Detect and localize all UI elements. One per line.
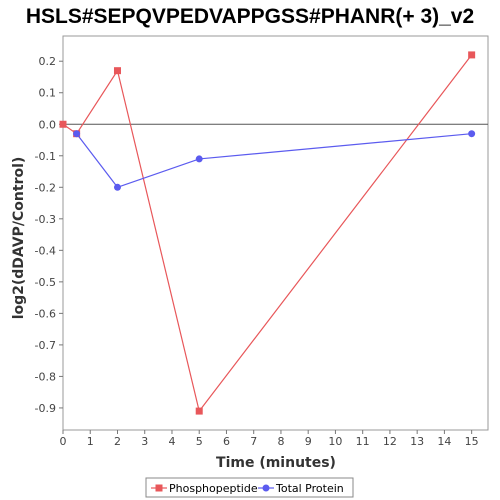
x-tick-label: 8 [277, 435, 284, 448]
data-point [113, 67, 121, 75]
data-point [195, 155, 203, 163]
x-tick-label: 7 [250, 435, 257, 448]
plot-area [62, 35, 489, 431]
legend-item: Total Protein [258, 482, 344, 495]
y-axis-label: log2(dDAVP/Control) [11, 157, 27, 320]
y-tick-label: -0.1 [35, 150, 56, 163]
data-point [468, 130, 476, 138]
x-tick-label: 5 [196, 435, 203, 448]
legend: Phosphopeptide Total Protein [145, 477, 354, 498]
y-tick-label: -0.4 [35, 244, 56, 257]
x-tick-label: 14 [437, 435, 451, 448]
x-axis-label: Time (minutes) [216, 455, 336, 471]
x-tick-label: 1 [87, 435, 94, 448]
x-tick-label: 12 [383, 435, 397, 448]
legend-item: Phosphopeptide [151, 482, 258, 495]
y-tick-label: 0.1 [39, 87, 57, 100]
x-tick-label: 3 [141, 435, 148, 448]
series-layer [59, 51, 476, 415]
legend-marker [155, 484, 163, 492]
x-tick-label: 2 [114, 435, 121, 448]
legend-box [145, 477, 354, 498]
chart-title: HSLS#SEPQVPEDVAPPGSS#PHANR(+ 3)_v2 [26, 5, 474, 28]
y-tick-label: -0.2 [35, 181, 56, 194]
y-tick-label: -0.5 [35, 276, 56, 289]
data-point [73, 130, 81, 138]
data-point [59, 120, 67, 128]
y-tick-label: -0.8 [35, 370, 56, 383]
x-tick-label: 13 [410, 435, 424, 448]
y-tick-label: 0.0 [39, 118, 57, 131]
data-point [113, 183, 121, 191]
x-axis: 0 1 2 3 4 5 6 7 8 9 10 11 12 13 14 15 [60, 429, 488, 448]
x-tick-label: 4 [168, 435, 175, 448]
legend-label: Phosphopeptide [169, 482, 258, 495]
series-total-protein [73, 130, 476, 191]
series-line [76, 133, 472, 189]
x-tick-label: 15 [465, 435, 479, 448]
data-point [468, 51, 476, 59]
x-tick-label: 9 [305, 435, 312, 448]
y-axis: 0.2 0.1 0.0 -0.1 -0.2 -0.3 -0.4 -0.5 -0.6 -0.7 -0.… [35, 36, 64, 430]
legend-marker [262, 484, 270, 492]
y-tick-label: 0.2 [39, 55, 57, 68]
x-tick-label: 11 [356, 435, 370, 448]
y-tick-label: -0.6 [35, 307, 56, 320]
y-tick-label: -0.7 [35, 339, 56, 352]
x-tick-label: 6 [223, 435, 230, 448]
legend-label: Total Protein [275, 482, 344, 495]
y-tick-label: -0.9 [35, 402, 56, 415]
y-tick-label: -0.3 [35, 213, 56, 226]
x-tick-label: 10 [328, 435, 342, 448]
data-point [195, 407, 203, 415]
x-tick-label: 0 [60, 435, 67, 448]
